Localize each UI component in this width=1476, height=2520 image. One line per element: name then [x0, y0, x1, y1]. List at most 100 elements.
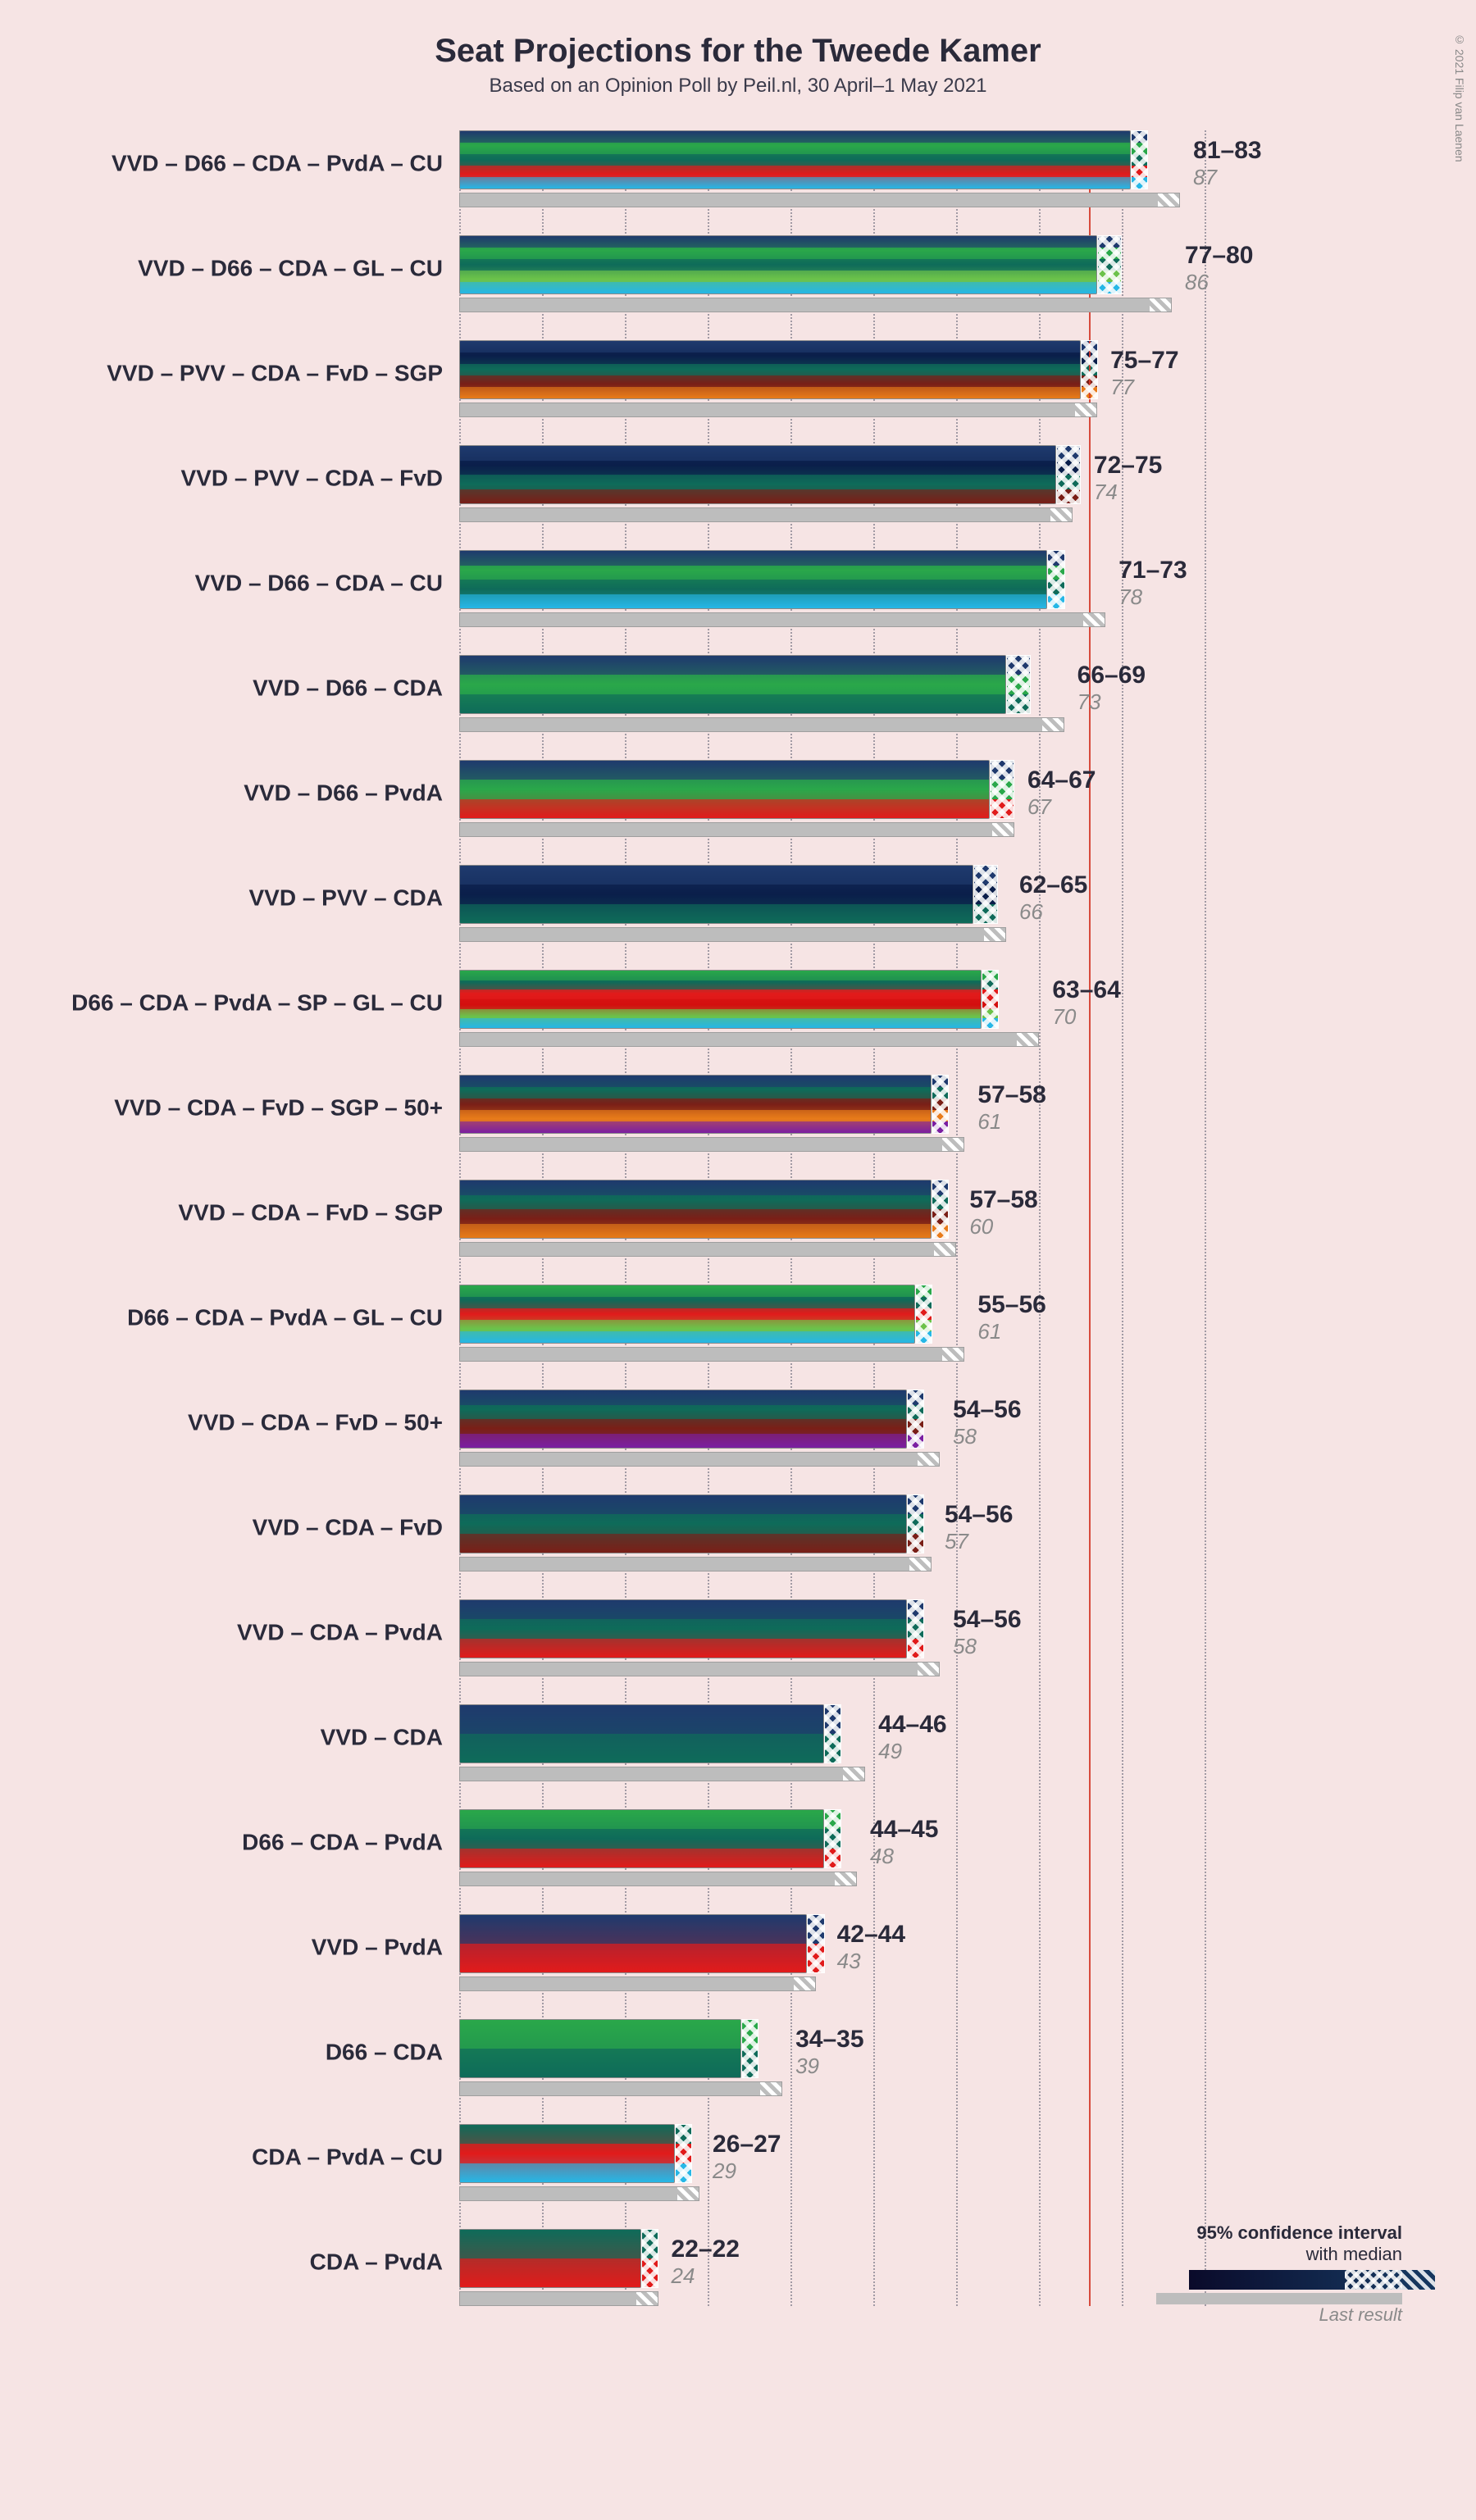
last-result-bar [459, 507, 1073, 522]
chart-title: Seat Projections for the Tweede Kamer [66, 33, 1410, 70]
range-label: 63–64 [1052, 976, 1120, 1004]
coalition-label: D66 – CDA – PvdA – GL – CU [127, 1305, 459, 1331]
ci-extension [973, 865, 998, 924]
value-labels: 42–4443 [824, 1921, 905, 1974]
projection-bar [459, 340, 1081, 399]
ci-extension [641, 2229, 658, 2288]
last-label: 49 [878, 1739, 946, 1764]
value-labels: 72–7574 [1081, 452, 1162, 505]
last-result-bar [459, 1976, 816, 1991]
value-labels: 22–2224 [658, 2236, 740, 2289]
coalition-row: VVD – D66 – PvdA64–6767 [459, 760, 1246, 837]
value-labels: 71–7378 [1105, 557, 1187, 610]
ci-extension [824, 1809, 841, 1868]
coalition-label: VVD – D66 – PvdA [244, 780, 459, 807]
range-label: 64–67 [1027, 766, 1096, 794]
value-labels: 81–8387 [1180, 137, 1261, 190]
legend-last-bar [1156, 2293, 1402, 2304]
ci-extension [932, 1180, 949, 1239]
value-labels: 44–4649 [865, 1711, 946, 1764]
coalition-label: VVD – D66 – CDA – GL – CU [138, 256, 459, 282]
coalition-label: CDA – PvdA – CU [252, 2145, 459, 2171]
value-labels: 55–5661 [964, 1291, 1046, 1344]
range-label: 77–80 [1185, 242, 1253, 270]
coalition-row: VVD – CDA44–4649 [459, 1704, 1246, 1781]
coalition-label: VVD – D66 – CDA – PvdA – CU [112, 151, 459, 177]
range-label: 81–83 [1193, 137, 1261, 165]
coalition-label: D66 – CDA – PvdA – SP – GL – CU [71, 990, 459, 1017]
last-label: 67 [1027, 794, 1096, 820]
last-label: 87 [1193, 165, 1261, 190]
last-result-bar [459, 822, 1014, 837]
last-label: 39 [795, 2054, 863, 2079]
coalition-row: VVD – D66 – CDA – CU71–7378 [459, 550, 1246, 627]
range-label: 75–77 [1110, 347, 1178, 375]
coalition-row: D66 – CDA – PvdA44–4548 [459, 1809, 1246, 1886]
coalition-row: D66 – CDA – PvdA – GL – CU55–5661 [459, 1285, 1246, 1362]
projection-bar [459, 1180, 932, 1239]
range-label: 34–35 [795, 2026, 863, 2054]
last-result-bar [459, 1452, 940, 1467]
range-label: 57–58 [977, 1081, 1046, 1109]
last-result-bar [459, 193, 1180, 207]
coalition-label: D66 – CDA [326, 2040, 459, 2066]
value-labels: 63–6470 [1039, 976, 1120, 1030]
range-label: 42–44 [837, 1921, 905, 1949]
coalition-row: VVD – D66 – CDA – GL – CU77–8086 [459, 235, 1246, 312]
projection-bar [459, 2229, 641, 2288]
last-label: 57 [945, 1529, 1013, 1554]
last-label: 61 [977, 1109, 1046, 1135]
projection-bar [459, 1704, 824, 1763]
range-label: 72–75 [1094, 452, 1162, 480]
ci-extension [990, 760, 1014, 819]
range-label: 66–69 [1077, 662, 1146, 689]
ci-extension [1056, 445, 1081, 504]
coalition-row: D66 – CDA34–3539 [459, 2019, 1246, 2096]
projection-bar [459, 550, 1047, 609]
last-label: 74 [1094, 480, 1162, 505]
last-label: 70 [1052, 1004, 1120, 1030]
coalition-row: VVD – PVV – CDA62–6566 [459, 865, 1246, 942]
last-result-bar [459, 403, 1097, 417]
value-labels: 77–8086 [1172, 242, 1253, 295]
last-result-bar [459, 2186, 699, 2201]
last-result-bar [459, 1872, 857, 1886]
projection-bar [459, 2124, 675, 2183]
range-label: 57–58 [969, 1186, 1037, 1214]
ci-extension [907, 1599, 924, 1658]
coalition-label: VVD – CDA [321, 1725, 459, 1751]
last-label: 58 [953, 1424, 1021, 1449]
value-labels: 34–3539 [782, 2026, 863, 2079]
range-label: 62–65 [1019, 871, 1087, 899]
coalition-row: D66 – CDA – PvdA – SP – GL – CU63–6470 [459, 970, 1246, 1047]
ci-extension [675, 2124, 692, 2183]
value-labels: 26–2729 [699, 2131, 781, 2184]
coalition-row: VVD – D66 – CDA66–6973 [459, 655, 1246, 732]
last-result-bar [459, 717, 1064, 732]
legend-title-2: with median [1156, 2244, 1402, 2265]
coalition-row: VVD – CDA – PvdA54–5658 [459, 1599, 1246, 1676]
ci-extension [932, 1075, 949, 1134]
last-result-bar [459, 298, 1172, 312]
plot-area: VVD – D66 – CDA – PvdA – CU81–8387VVD – … [459, 130, 1246, 2306]
chart-subtitle: Based on an Opinion Poll by Peil.nl, 30 … [66, 75, 1410, 98]
projection-bar [459, 1599, 907, 1658]
projection-bar [459, 2019, 741, 2078]
last-result-bar [459, 1032, 1039, 1047]
coalition-row: CDA – PvdA – CU26–2729 [459, 2124, 1246, 2201]
ci-extension [1006, 655, 1031, 714]
last-result-bar [459, 612, 1105, 627]
range-label: 54–56 [945, 1501, 1013, 1529]
ci-extension [907, 1494, 924, 1553]
coalition-row: VVD – PVV – CDA – FvD72–7574 [459, 445, 1246, 522]
last-result-bar [459, 2291, 658, 2306]
ci-extension [915, 1285, 932, 1344]
seat-projection-chart: © 2021 Filip van Laenen Seat Projections… [0, 0, 1476, 2383]
last-label: 43 [837, 1949, 905, 1974]
value-labels: 54–5658 [940, 1396, 1021, 1449]
value-labels: 62–6566 [1006, 871, 1087, 925]
ci-extension [1131, 130, 1148, 189]
last-label: 86 [1185, 270, 1253, 295]
coalition-label: VVD – PVV – CDA [248, 885, 459, 912]
ci-extension [1081, 340, 1098, 399]
